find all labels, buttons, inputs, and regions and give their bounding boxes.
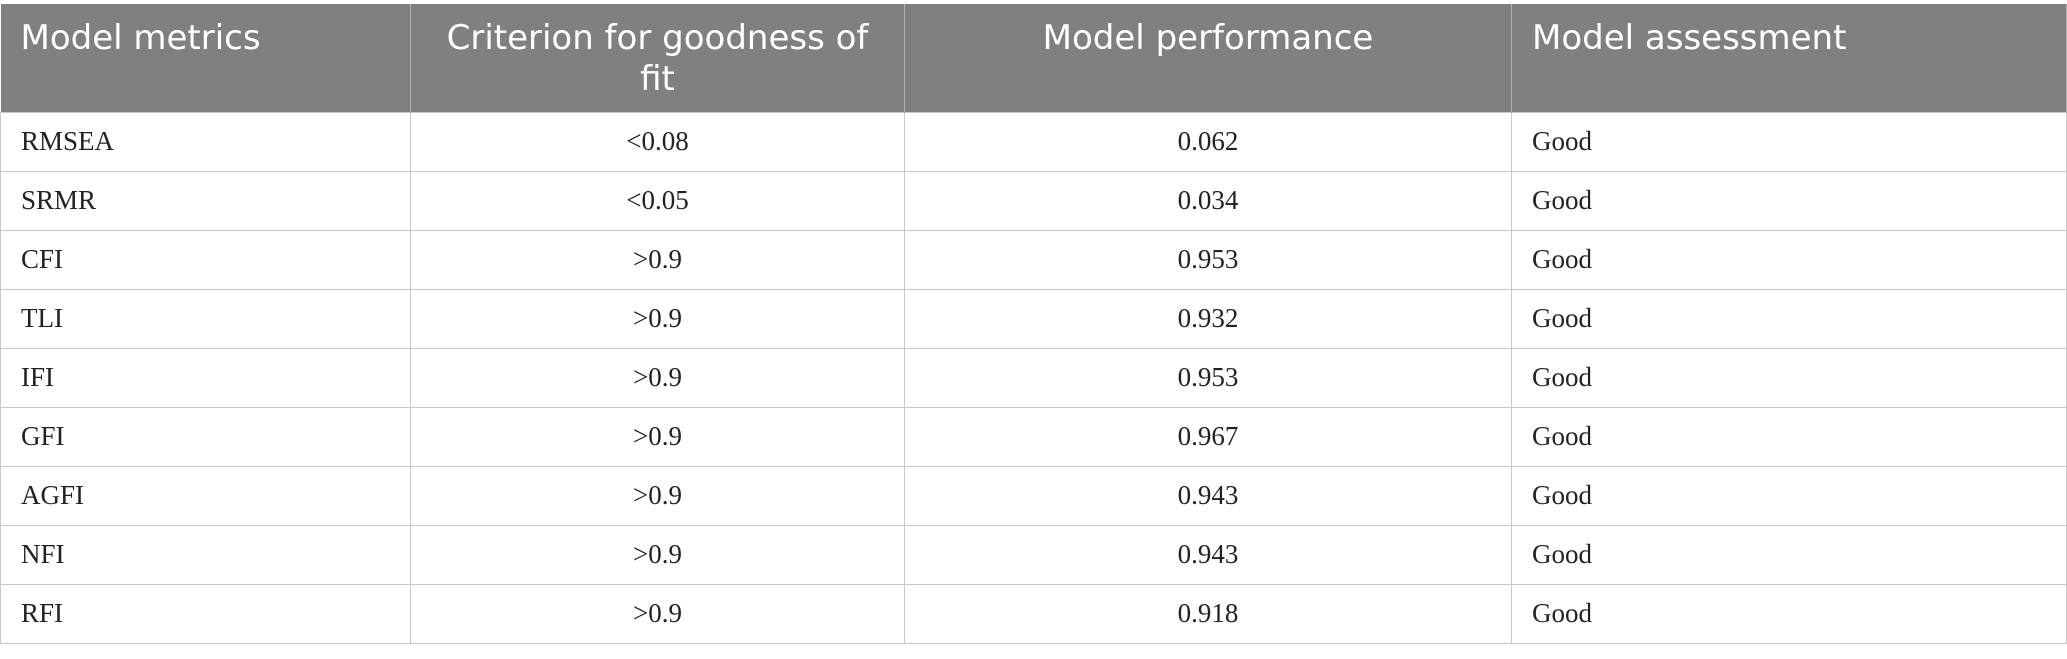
table-cell: Good	[1511, 347, 2067, 408]
table: Model metrics Criterion for goodness of f…	[0, 4, 2067, 644]
table-cell: 0.062	[904, 111, 1512, 172]
table-cell: >0.9	[410, 583, 905, 644]
table-cell: Good	[1511, 229, 2067, 290]
table-cell: 0.943	[904, 465, 1512, 526]
table-cell: 0.953	[904, 347, 1512, 408]
table-cell: RFI	[0, 583, 411, 644]
table-row: IFI >0.9 0.953 Good	[0, 347, 2067, 408]
table-cell: 0.967	[904, 406, 1512, 467]
table-row: SRMR <0.05 0.034 Good	[0, 170, 2067, 231]
table-cell: GFI	[0, 406, 411, 467]
table-cell: Good	[1511, 583, 2067, 644]
table-cell: Good	[1511, 170, 2067, 231]
table-cell: Good	[1511, 111, 2067, 172]
table-cell: >0.9	[410, 524, 905, 585]
table-cell: IFI	[0, 347, 411, 408]
header-cell: Model performance	[904, 4, 1512, 112]
table-row: CFI >0.9 0.953 Good	[0, 229, 2067, 290]
table-row: AGFI >0.9 0.943 Good	[0, 465, 2067, 526]
table-cell: NFI	[0, 524, 411, 585]
table-body: RMSEA <0.08 0.062 Good SRMR <0.05 0.034 Good CFI…	[0, 111, 2067, 644]
table-row: NFI >0.9 0.943 Good	[0, 524, 2067, 585]
table-row: TLI >0.9 0.932 Good	[0, 288, 2067, 349]
header-row: Model metrics Criterion for goodness of f…	[0, 4, 2067, 112]
header-cell: Criterion for goodness of fit	[410, 4, 905, 112]
table-cell: Good	[1511, 465, 2067, 526]
table-cell: CFI	[0, 229, 411, 290]
table-cell: 0.953	[904, 229, 1512, 290]
table-cell: TLI	[0, 288, 411, 349]
table-cell: >0.9	[410, 465, 905, 526]
header-cell: Model metrics	[0, 4, 411, 112]
table-row: RFI >0.9 0.918 Good	[0, 583, 2067, 644]
table-cell: >0.9	[410, 229, 905, 290]
table-row: RMSEA <0.08 0.062 Good	[0, 111, 2067, 172]
table-cell: 0.918	[904, 583, 1512, 644]
table-cell: Good	[1511, 406, 2067, 467]
table-cell: 0.943	[904, 524, 1512, 585]
table-row: GFI >0.9 0.967 Good	[0, 406, 2067, 467]
table-cell: AGFI	[0, 465, 411, 526]
table-cell: >0.9	[410, 406, 905, 467]
table-cell: RMSEA	[0, 111, 411, 172]
table-cell: Good	[1511, 524, 2067, 585]
header-cell: Model assessment	[1511, 4, 2067, 112]
table-cell: Good	[1511, 288, 2067, 349]
table-cell: >0.9	[410, 347, 905, 408]
table-cell: <0.05	[410, 170, 905, 231]
table-cell: 0.034	[904, 170, 1512, 231]
table-cell: <0.08	[410, 111, 905, 172]
table-cell: 0.932	[904, 288, 1512, 349]
table-cell: SRMR	[0, 170, 411, 231]
table-cell: >0.9	[410, 288, 905, 349]
